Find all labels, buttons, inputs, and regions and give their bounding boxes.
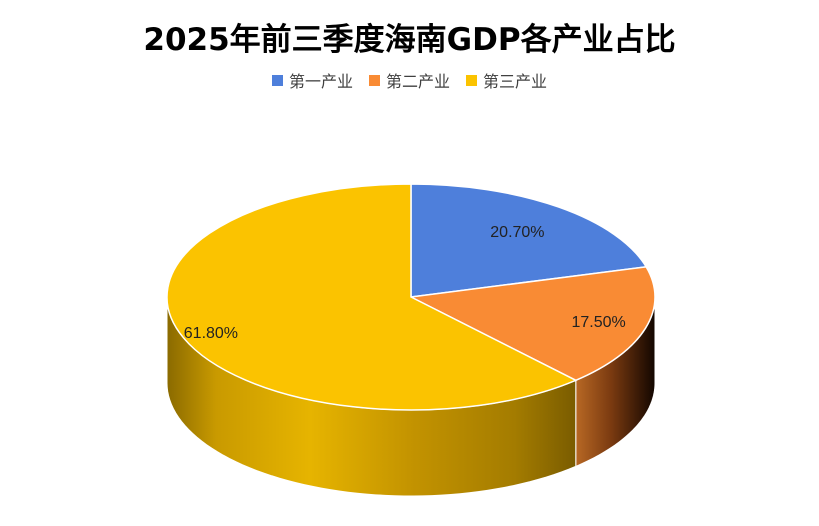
data-label-secondary: 17.50% [571, 314, 625, 331]
data-label-primary: 20.70% [490, 224, 544, 241]
chart-title: 2025年前三季度海南GDP各产业占比 [143, 22, 676, 58]
legend-label-secondary: 第二产业 [385, 72, 450, 91]
legend-swatch-tertiary [466, 74, 477, 86]
legend-label-tertiary: 第三产业 [483, 72, 548, 91]
legend-label-primary: 第一产业 [288, 72, 353, 91]
legend-swatch-primary [271, 74, 283, 86]
legend-item-secondary: 第二产业 [368, 68, 450, 92]
pie-slice-secondary [408, 266, 656, 382]
legend-swatch-secondary [368, 74, 380, 86]
legend-item-tertiary: 第三产业 [466, 68, 547, 92]
legend-item-primary: 第一产业 [271, 68, 353, 92]
data-label-tertiary: 61.80% [184, 325, 238, 342]
pie-slice-tertiary [166, 183, 578, 411]
pie-slice-primary [410, 183, 648, 298]
legend: 第一产业 第二产业 第三产业 [0, 68, 819, 92]
